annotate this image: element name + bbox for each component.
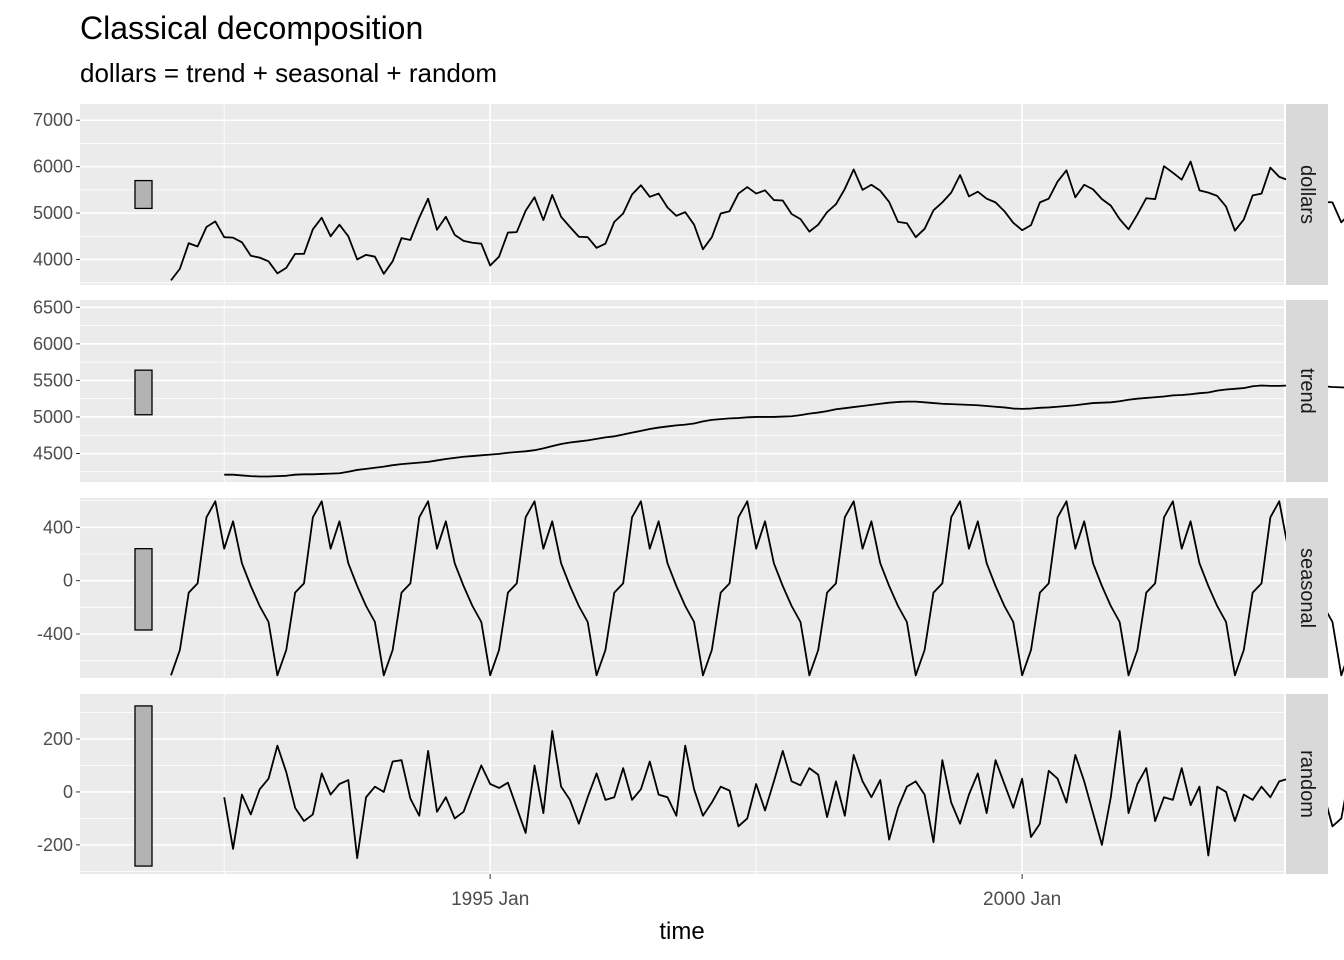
y-tick-label: 4500 bbox=[33, 443, 73, 463]
strip-label: seasonal bbox=[1296, 548, 1318, 628]
y-tick-label: 5000 bbox=[33, 203, 73, 223]
series-line-dollars bbox=[170, 160, 1344, 281]
y-tick-label: 400 bbox=[43, 517, 73, 537]
strip-random bbox=[1286, 694, 1328, 874]
strip-dollars bbox=[1286, 104, 1328, 285]
range-bar bbox=[134, 548, 153, 631]
strip-label: dollars bbox=[1296, 165, 1318, 224]
range-bar bbox=[134, 179, 153, 210]
series-line-trend bbox=[224, 383, 1344, 478]
panel-random: -200 0 200 random bbox=[37, 694, 1344, 874]
y-tick-label: -400 bbox=[37, 624, 73, 644]
series-line-seasonal bbox=[170, 500, 1344, 677]
range-bar bbox=[134, 705, 153, 867]
y-tick-label: 6000 bbox=[33, 157, 73, 177]
panel-trend: 4500 5000 5500 6000 6500 trend bbox=[33, 297, 1344, 482]
y-tick-label: 5500 bbox=[33, 370, 73, 390]
y-tick-label: 7000 bbox=[33, 110, 73, 130]
y-tick-label: 6500 bbox=[33, 297, 73, 317]
y-tick-label: 4000 bbox=[33, 249, 73, 269]
strip-seasonal bbox=[1286, 498, 1328, 678]
strip-label: random bbox=[1296, 750, 1318, 818]
range-bar bbox=[134, 369, 153, 416]
chart-subtitle: dollars = trend + seasonal + random bbox=[80, 58, 497, 88]
y-tick-label: 200 bbox=[43, 729, 73, 749]
series-line-random bbox=[223, 730, 1344, 860]
y-tick-label: 5000 bbox=[33, 407, 73, 427]
y-tick-label: -200 bbox=[37, 835, 73, 855]
x-tick-label: 2000 Jan bbox=[983, 889, 1061, 910]
panel-background bbox=[80, 694, 1284, 874]
strip-label: trend bbox=[1296, 368, 1318, 414]
x-tick-label: 1995 Jan bbox=[451, 889, 529, 910]
y-tick-label: 0 bbox=[63, 571, 73, 591]
y-tick-label: 6000 bbox=[33, 334, 73, 354]
y-tick-label: 0 bbox=[63, 782, 73, 802]
panel-background bbox=[80, 300, 1284, 482]
strip-trend bbox=[1286, 300, 1328, 482]
chart-title: Classical decomposition bbox=[80, 10, 424, 46]
panel-dollars: 4000 5000 6000 7000 dollars bbox=[33, 104, 1344, 285]
panel-seasonal: -400 0 400 seasonal bbox=[37, 498, 1344, 678]
panel-background bbox=[80, 104, 1284, 285]
x-axis-label: time bbox=[659, 918, 704, 945]
